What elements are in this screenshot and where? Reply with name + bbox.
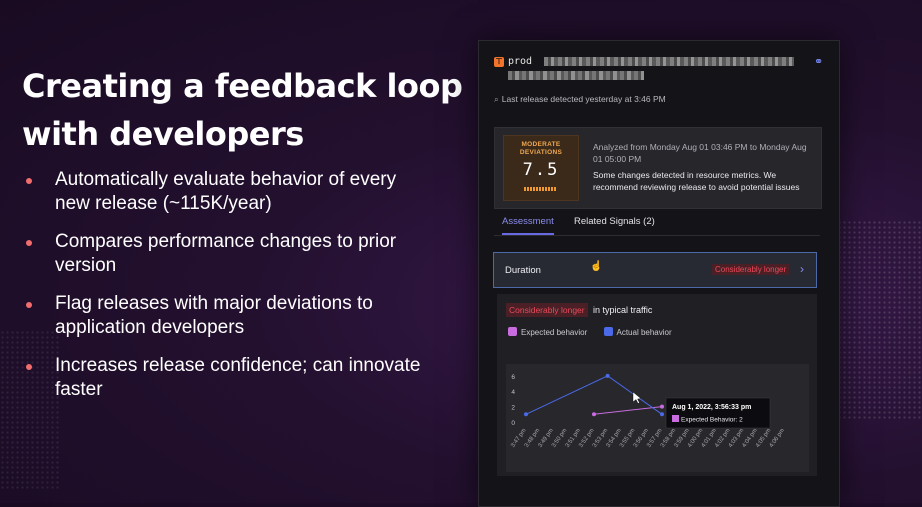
legend-swatch <box>603 327 613 336</box>
bullet-list: Automatically evaluate behavior of every… <box>22 168 422 416</box>
bullet-item: Increases release confidence; can innova… <box>22 354 422 402</box>
assessment-summary: MODERATE DEVIATIONS 7.5 Analyzed from Mo… <box>494 127 822 209</box>
release-panel: ⊤ prod ⚭ ⌕ Last release detected yesterda… <box>478 40 840 507</box>
last-release-info: ⌕ Last release detected yesterday at 3:46… <box>494 94 666 105</box>
bullet-item: Automatically evaluate behavior of every… <box>22 168 422 216</box>
redacted-name-2 <box>508 71 644 80</box>
service-logo-icon: ⊤ <box>494 57 504 67</box>
data-point <box>592 412 596 417</box>
bullet-item: Flag releases with major deviations to a… <box>22 292 422 340</box>
last-release-text: Last release detected yesterday at 3:46 … <box>501 94 666 104</box>
service-name: prod <box>508 56 533 67</box>
legend-item-actual[interactable]: Actual behavior <box>603 327 672 337</box>
bullet-text: Increases release confidence; can innova… <box>55 355 421 400</box>
deviation-score-card: MODERATE DEVIATIONS 7.5 <box>503 135 579 201</box>
changes-summary: Some changes detected in resource metric… <box>593 170 800 192</box>
chevron-right-icon[interactable]: › <box>800 262 804 276</box>
bullet-text: Flag releases with major deviations to a… <box>55 293 373 338</box>
y-tick-label: 0 <box>511 420 515 427</box>
redacted-name <box>544 57 794 66</box>
legend-label: Actual behavior <box>616 328 672 337</box>
service-header: ⊤ prod ⚭ <box>494 55 824 85</box>
score-value: 7.5 <box>522 160 560 180</box>
background-dots-left <box>0 330 60 490</box>
data-point <box>605 373 610 378</box>
analyzed-range: Analyzed from Monday Aug 01 03:46 PM to … <box>593 142 807 164</box>
y-tick-label: 2 <box>511 405 515 412</box>
slide-headline: Creating a feedback loop with developers <box>22 67 463 153</box>
score-bar <box>524 187 556 191</box>
mouse-pointer-icon <box>632 391 642 404</box>
duration-label: Duration <box>505 265 541 276</box>
tooltip-label: Expected Behavior: 2 <box>681 417 743 424</box>
detail-text: in typical traffic <box>593 305 653 315</box>
duration-row[interactable]: Duration ☝ Considerably longer › <box>493 252 817 288</box>
data-point <box>660 412 664 417</box>
search-icon: ⌕ <box>494 94 499 104</box>
link-icon[interactable]: ⚭ <box>814 56 824 68</box>
hand-cursor-icon: ☝ <box>590 261 603 272</box>
series-line <box>593 406 663 415</box>
bullet-dot-icon <box>26 178 32 184</box>
tooltip-title: Aug 1, 2022, 3:56:33 pm <box>672 404 751 411</box>
data-point <box>524 412 528 417</box>
y-tick-label: 6 <box>511 374 515 381</box>
tooltip-box <box>665 397 771 429</box>
duration-detail: Considerably longer in typical traffic E… <box>497 294 817 476</box>
tab-assessment[interactable]: Assessment <box>502 216 554 235</box>
bullet-text: Compares performance changes to prior ve… <box>55 231 397 276</box>
tab-related-signals[interactable]: Related Signals (2) <box>574 216 655 227</box>
bullet-dot-icon <box>26 302 32 308</box>
duration-badge: Considerably longer <box>712 264 790 275</box>
bullet-dot-icon <box>26 364 32 370</box>
bullet-dot-icon <box>26 240 32 246</box>
duration-chart: 0 2 4 6 3:47 pm 3:48 pm 3:49 pm 3:50 pm 3:51 pm 3… <box>506 364 809 472</box>
data-point <box>660 404 664 409</box>
bullet-item: Compares performance changes to prior ve… <box>22 230 422 278</box>
bullet-text: Automatically evaluate behavior of every… <box>55 169 397 214</box>
tooltip-swatch <box>672 415 679 422</box>
chart-legend: Expected behavior Actual behavior <box>508 327 686 339</box>
legend-label: Expected behavior <box>521 328 588 337</box>
y-tick-label: 4 <box>511 389 515 396</box>
tab-bar: Assessment Related Signals (2) <box>494 213 820 236</box>
legend-item-expected[interactable]: Expected behavior <box>508 327 588 337</box>
legend-swatch <box>508 327 517 336</box>
score-title: MODERATE DEVIATIONS <box>519 141 563 156</box>
detail-badge: Considerably longer <box>506 303 588 317</box>
